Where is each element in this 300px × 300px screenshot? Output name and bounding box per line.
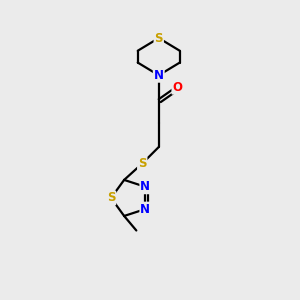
Text: N: N xyxy=(140,202,150,216)
Text: N: N xyxy=(140,180,150,193)
Text: N: N xyxy=(154,69,164,82)
Text: O: O xyxy=(172,81,182,94)
Text: S: S xyxy=(107,191,115,204)
Text: S: S xyxy=(138,157,146,170)
Text: S: S xyxy=(154,32,163,45)
